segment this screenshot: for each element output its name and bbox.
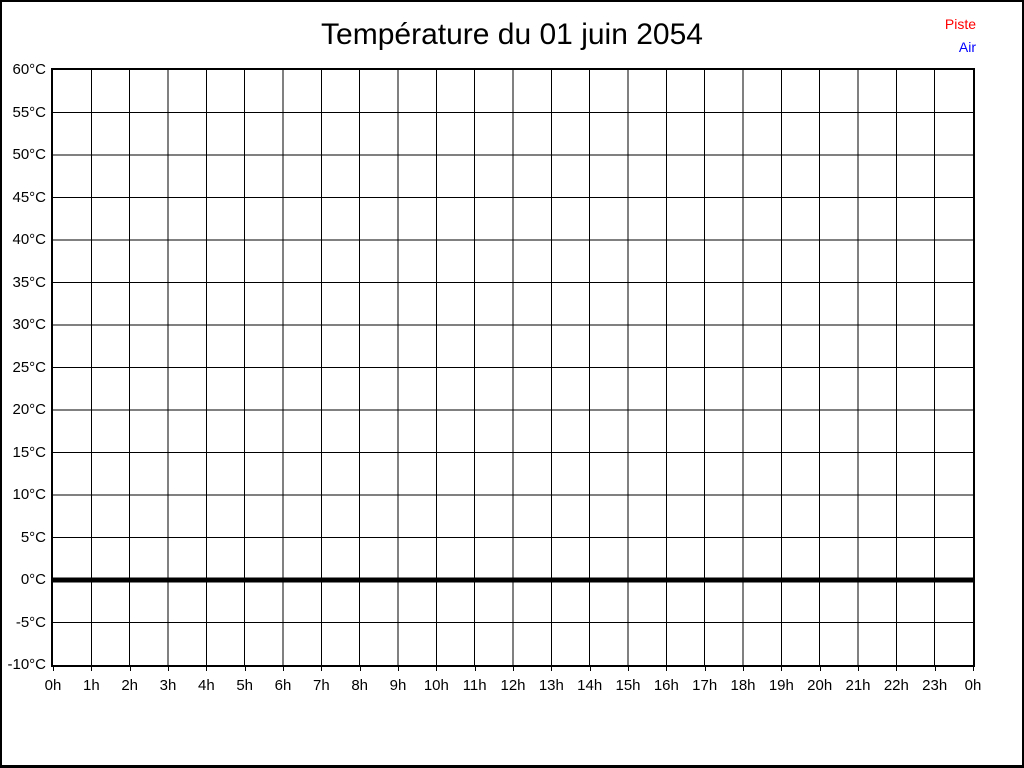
x-tick-label: 14h (577, 677, 603, 694)
x-tick-label: 13h (538, 677, 564, 694)
x-tick-label: 5h (236, 677, 253, 694)
x-tick-mark (398, 667, 399, 671)
x-tick-mark (896, 667, 898, 671)
x-tick-label: 7h (312, 677, 330, 694)
y-tick-label: 15°C (12, 443, 46, 461)
x-tick-label: 8h (351, 677, 368, 694)
x-tick-label: 19h (768, 677, 794, 694)
grid-svg (53, 70, 973, 665)
x-tick-label: 0h (964, 677, 982, 694)
x-tick-label: 10h (423, 677, 449, 694)
x-tick-mark (474, 667, 476, 671)
x-tick-mark (628, 667, 629, 671)
x-tick-label: 4h (197, 677, 215, 694)
x-tick-mark (168, 667, 169, 671)
x-tick-label: 21h (845, 677, 871, 694)
x-tick-label: 16h (653, 677, 679, 694)
x-tick-label: 18h (730, 677, 756, 694)
plot-area (51, 68, 975, 667)
x-tick-label: 1h (82, 677, 100, 694)
y-tick-label: 0°C (20, 571, 46, 588)
x-tick-mark (321, 667, 323, 671)
x-tick-mark (819, 667, 821, 671)
y-tick-label: 25°C (12, 358, 46, 376)
y-tick-label: 45°C (12, 188, 46, 206)
x-tick-label: 12h (500, 677, 526, 694)
x-tick-mark (129, 667, 131, 671)
x-tick-mark (551, 667, 553, 671)
chart-title: Température du 01 juin 2054 (321, 18, 703, 51)
x-tick-label: 6h (274, 677, 292, 694)
x-tick-mark (973, 667, 974, 671)
y-tick-label: 35°C (12, 273, 46, 291)
x-tick-label: 0h (44, 677, 62, 694)
y-tick-label: 40°C (12, 231, 46, 248)
x-tick-mark (91, 667, 93, 671)
x-tick-label: 2h (121, 677, 138, 694)
x-tick-mark (53, 667, 54, 671)
x-tick-label: 23h (922, 677, 948, 694)
x-tick-mark (436, 667, 438, 671)
x-tick-mark (206, 667, 208, 671)
x-tick-mark (934, 667, 936, 671)
y-tick-label: 55°C (12, 103, 46, 121)
x-tick-mark (704, 667, 706, 671)
x-tick-mark (359, 667, 361, 671)
x-tick-mark (244, 667, 246, 671)
x-tick-mark (858, 667, 859, 671)
x-tick-mark (513, 667, 514, 671)
x-tick-label: 11h (462, 677, 487, 694)
legend-item-air: Air (958, 39, 976, 55)
x-tick-label: 9h (389, 677, 407, 694)
x-tick-label: 22h (883, 677, 909, 694)
x-tick-label: 20h (807, 677, 833, 694)
x-tick-mark (743, 667, 744, 671)
y-tick-label: -5°C (15, 613, 46, 631)
x-tick-label: 15h (615, 677, 641, 694)
y-tick-label: 20°C (12, 401, 46, 418)
x-tick-label: 3h (159, 677, 177, 694)
legend-item-piste: Piste (944, 16, 976, 32)
y-tick-label: -10°C (7, 656, 46, 673)
legend: Piste Air (945, 13, 976, 59)
x-tick-mark (666, 667, 668, 671)
x-tick-mark (589, 667, 591, 671)
x-tick-mark (781, 667, 783, 671)
y-tick-label: 60°C (12, 61, 46, 78)
y-tick-label: 5°C (20, 528, 46, 546)
y-tick-label: 50°C (12, 146, 46, 163)
y-tick-label: 10°C (12, 486, 46, 503)
x-tick-mark (283, 667, 284, 671)
x-tick-label: 17h (692, 677, 718, 694)
y-tick-label: 30°C (12, 316, 46, 333)
